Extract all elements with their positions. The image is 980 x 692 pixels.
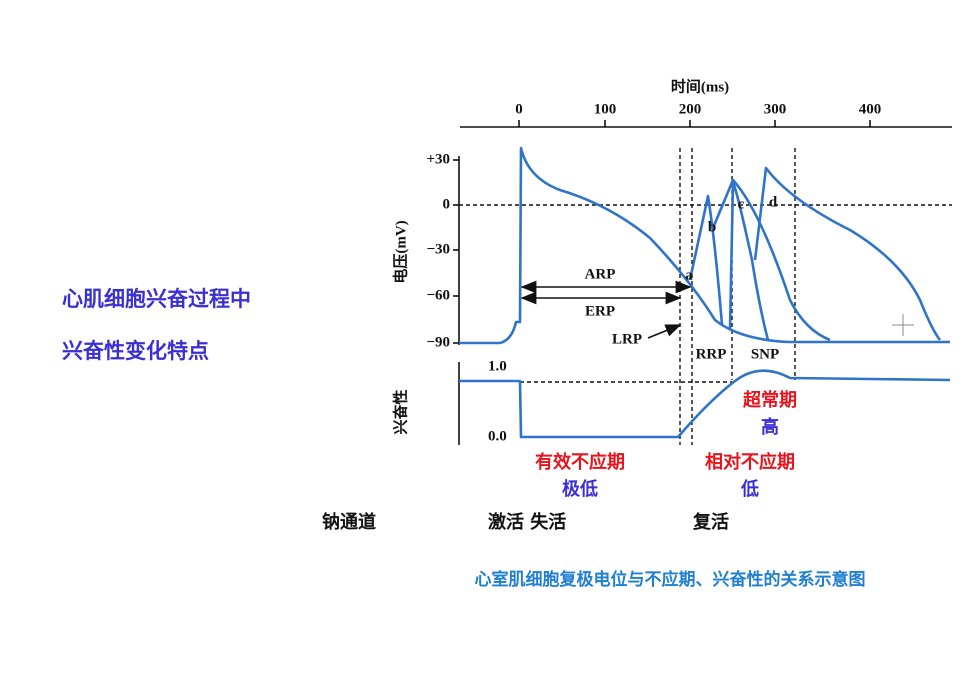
cursor: [892, 314, 914, 336]
channel-state: 激活 失活: [488, 511, 566, 533]
point-label: c: [738, 196, 745, 212]
period-label: RRP: [696, 346, 727, 362]
x-tick-label: 400: [859, 101, 882, 117]
x-tick-label: 200: [679, 101, 702, 117]
action-potential: [711, 178, 831, 342]
y-tick-label: +30: [426, 151, 450, 167]
action-potential: [728, 180, 770, 341]
level-annotation: 高: [761, 416, 779, 438]
y-tick-label: 0: [443, 196, 451, 212]
point-label: a: [685, 267, 693, 283]
x-tick-label: 300: [764, 101, 787, 117]
point-label: b: [708, 219, 716, 235]
y-tick-label: −90: [426, 334, 450, 350]
period-label: ERP: [585, 303, 615, 319]
excitability-label: 兴奋性: [391, 389, 409, 434]
period-label: ARP: [585, 266, 616, 282]
x-tick-label: 100: [594, 101, 617, 117]
action-potential: [459, 146, 950, 345]
y-tick-label: −30: [426, 241, 450, 257]
point-label: d: [769, 194, 778, 210]
title-line: 兴奋性变化特点: [62, 339, 209, 363]
channel-state: 复活: [692, 511, 729, 533]
period-annotation: 有效不应期: [535, 451, 625, 473]
period-annotation: 相对不应期: [705, 451, 795, 473]
level-annotation: 低: [740, 478, 759, 500]
x-axis-label: 时间(ms): [671, 77, 729, 95]
excitability-tick: 1.0: [488, 358, 507, 374]
time-ticks: [518, 120, 871, 127]
period-annotation: 超常期: [743, 389, 797, 411]
caption: 心室肌细胞复极电位与不应期、兴奋性的关系示意图: [475, 569, 866, 590]
lrp-arrow: [647, 324, 682, 339]
y-tick-label: −60: [426, 287, 450, 303]
y-axis-label: 电压(mV): [391, 220, 409, 283]
excitability-curve: [459, 369, 951, 439]
title-line: 心肌细胞兴奋过程中: [62, 287, 251, 311]
period-label: SNP: [751, 346, 779, 362]
voltage-ticks: [453, 159, 459, 344]
x-tick-label: 0: [515, 101, 523, 117]
excitability-tick: 0.0: [488, 428, 507, 444]
action-potential: [688, 194, 724, 326]
level-annotation: 极低: [562, 478, 598, 500]
action-potential: [753, 166, 942, 341]
channel-label: 钠通道: [322, 511, 376, 533]
period-label: LRP: [612, 331, 642, 347]
